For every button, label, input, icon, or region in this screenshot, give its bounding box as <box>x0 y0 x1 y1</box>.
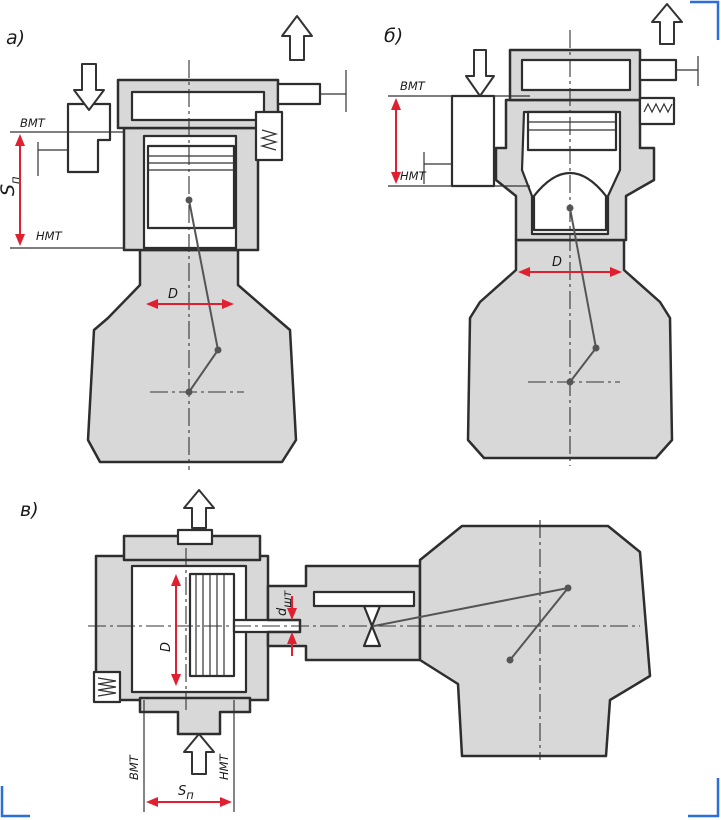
panel-c-inflow-arrow-icon <box>183 733 215 775</box>
panel-b-bore-arrow-right-icon <box>610 267 622 277</box>
panel-c-bdc-label: НМТ <box>217 753 231 780</box>
panel-a-stroke-label: Sп <box>0 176 22 196</box>
corner-bottom-left <box>0 786 30 818</box>
corner-bottom-right <box>688 778 720 818</box>
panel-c-crank-pin-2 <box>506 656 514 664</box>
panel-b-stroke-arrow-bottom-icon <box>391 172 401 184</box>
panel-c-tdc-label: ВМТ <box>127 754 141 780</box>
panel-a-valve-spring <box>259 129 279 151</box>
panel-c-slide <box>312 590 416 608</box>
panel-c-discharge-neck <box>176 528 214 546</box>
panel-b-head-chamber <box>520 58 632 92</box>
panel-c-suction-chamber <box>138 696 252 736</box>
panel-c: в) <box>20 489 652 812</box>
panel-a-discharge-pipe <box>276 82 322 106</box>
panel-b-discharge-pipe <box>638 58 678 82</box>
panel-c-bore-label: D <box>159 642 174 652</box>
panel-c-rod-label: dшт <box>275 590 294 616</box>
panel-b-wrist-pin <box>566 204 574 212</box>
panel-c-stroke-label: Sп <box>178 784 194 802</box>
panel-b-tdc-label: ВМТ <box>400 79 426 93</box>
panel-c-bore-arrow-top-icon <box>171 574 181 586</box>
panel-b-crank-center <box>566 378 574 386</box>
panel-a-wrist-pin <box>185 196 193 204</box>
panel-a-bdc-label: НМТ <box>36 229 63 243</box>
panel-a: а) ВМ <box>0 15 347 470</box>
panel-b-bdc-label: НМТ <box>400 169 427 183</box>
panel-c-rod-arrow-top-icon <box>287 608 297 620</box>
panel-c-valve-box <box>92 670 122 704</box>
panel-a-outflow-arrow-icon <box>281 15 313 61</box>
panel-a-bore-label: D <box>168 287 178 302</box>
panel-a-head-chamber <box>130 90 266 122</box>
panel-a-bore-arrow-left-icon <box>146 299 158 309</box>
panel-a-crank-pin <box>214 346 222 354</box>
corner-top-right <box>690 0 720 40</box>
panel-a-tdc-label: ВМТ <box>20 116 46 130</box>
panel-c-rod-arrow-bottom-icon <box>287 632 297 644</box>
panel-b-suction-pipe <box>450 94 496 188</box>
panel-a-crank-center <box>185 388 193 396</box>
panel-c-crank-pin <box>564 584 572 592</box>
panel-a-stroke-arrow-top-icon <box>15 134 25 146</box>
panel-a-bore-arrow-right-icon <box>222 299 234 309</box>
panel-c-crankcase <box>418 524 652 758</box>
panel-b-bore-arrow-left-icon <box>518 267 530 277</box>
panel-b-piston-top <box>526 110 618 152</box>
panel-b-bore-label: D <box>552 255 562 270</box>
panel-b-inflow-arrow-icon <box>465 49 495 97</box>
panel-b: б) ВМ <box>384 3 699 466</box>
panel-c-outflow-arrow-icon <box>183 489 215 529</box>
panel-c-piston <box>188 572 236 678</box>
panel-a-valve-box <box>254 110 284 162</box>
panel-c-discharge-chamber <box>122 534 262 562</box>
panel-a-label: а) <box>6 27 25 49</box>
panel-a-suction-pipe <box>66 102 112 174</box>
panel-a-inflow-arrow-icon <box>73 63 105 111</box>
panel-c-bore-arrow-bottom-icon <box>171 674 181 686</box>
panel-a-piston <box>146 144 236 230</box>
panel-b-label: б) <box>384 25 403 47</box>
panel-b-piston <box>532 172 608 232</box>
panel-a-stroke-arrow-bottom-icon <box>15 234 25 246</box>
panel-a-crankcase <box>86 248 298 464</box>
panel-c-valve-spring <box>97 677 117 697</box>
panel-c-label: в) <box>20 499 39 521</box>
panel-c-stroke-arrow-left-icon <box>146 797 158 807</box>
panel-b-valve-spring <box>643 102 673 114</box>
panel-c-stroke-arrow-right-icon <box>220 797 232 807</box>
panel-b-crank-pin <box>592 344 600 352</box>
panel-b-stroke-arrow-top-icon <box>391 98 401 110</box>
panel-b-outflow-arrow-icon <box>651 3 683 45</box>
panel-c-crosshead-bottom <box>362 624 382 648</box>
